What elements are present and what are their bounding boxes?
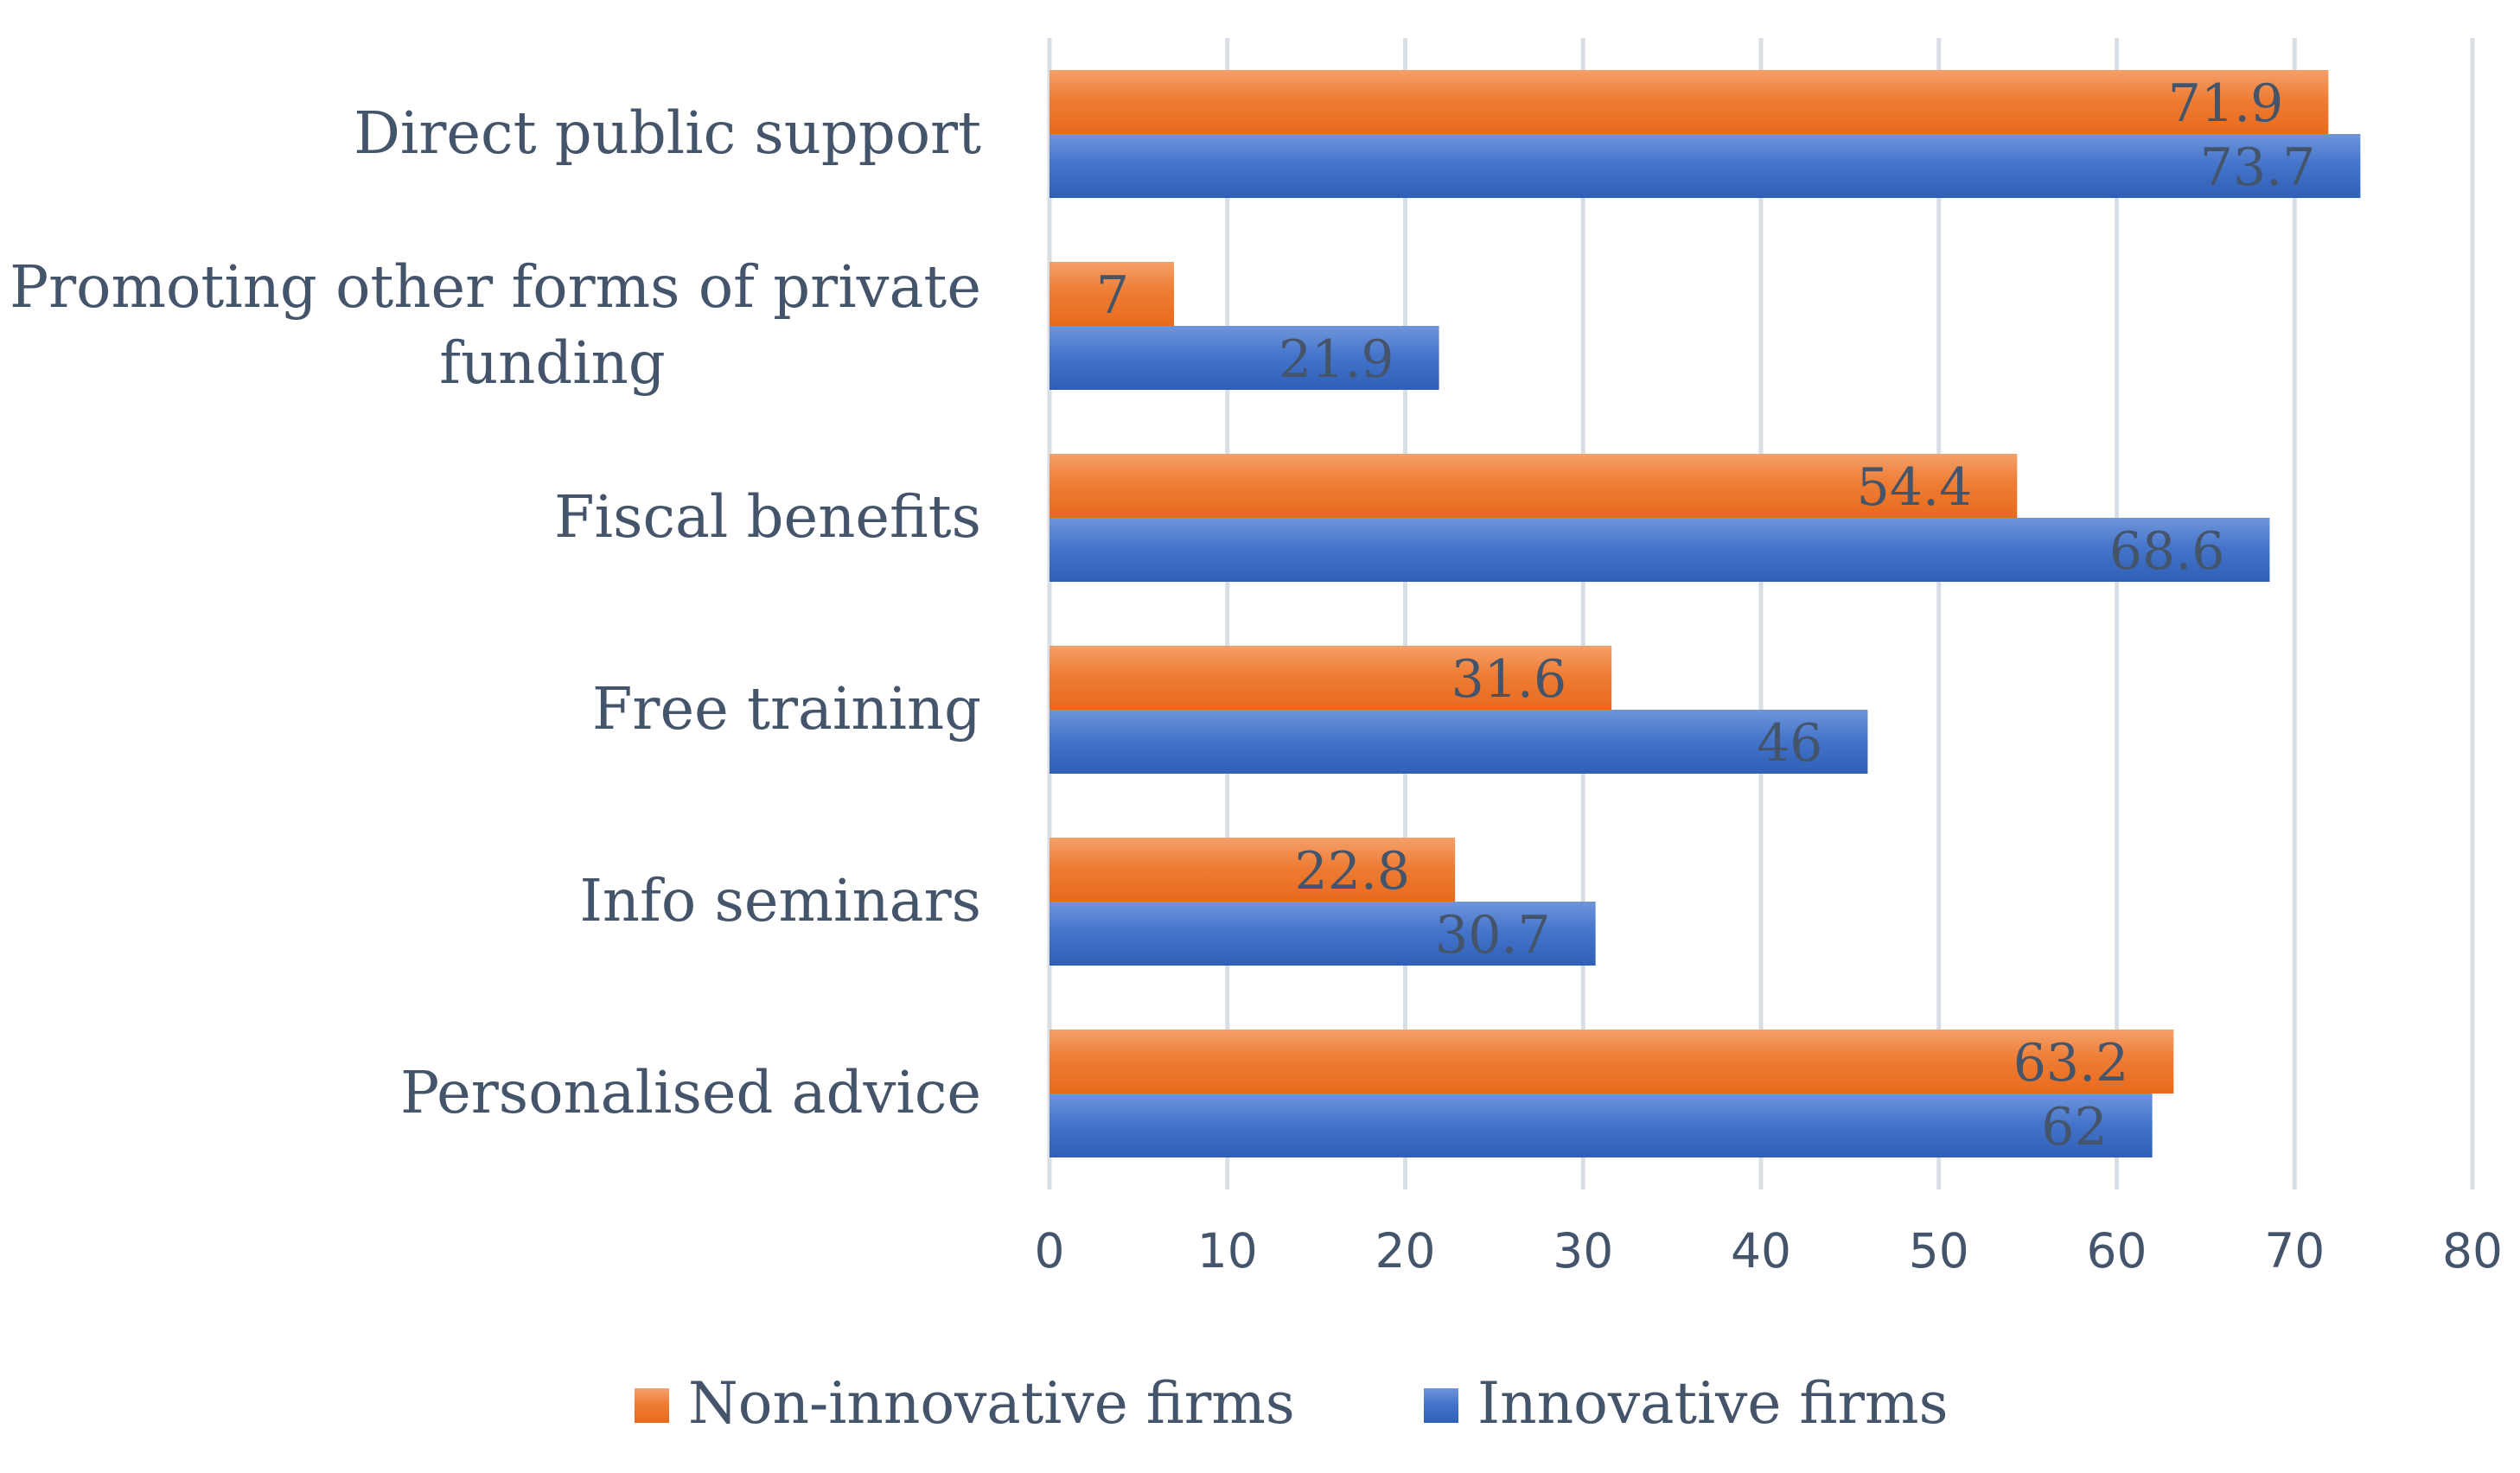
bar-innovative (1049, 518, 2270, 582)
value-axis: 0 10 20 30 40 50 60 70 80 (1035, 1223, 2504, 1279)
legend-swatch-innovative (1424, 1388, 1458, 1423)
legend-swatch-non-innovative (635, 1388, 669, 1423)
bar-non-innovative (1049, 454, 2018, 518)
data-label: 54.4 (1857, 457, 1973, 518)
x-tick-label: 60 (2087, 1223, 2147, 1279)
category-label: Free training (592, 675, 981, 743)
x-tick-label: 80 (2442, 1223, 2503, 1279)
x-tick-label: 10 (1197, 1223, 1258, 1279)
category-label: Promoting other forms of private (10, 253, 981, 321)
data-label: 63.2 (2013, 1033, 2129, 1094)
data-label: 31.6 (1451, 649, 1567, 710)
data-label: 73.7 (2200, 137, 2316, 198)
bar-innovative (1049, 902, 1596, 966)
x-tick-label: 30 (1553, 1223, 1613, 1279)
legend-label: Innovative firms (1477, 1370, 1948, 1437)
gridlines (1047, 38, 2475, 1189)
data-label: 7 (1096, 265, 1129, 326)
bar-innovative (1049, 326, 1439, 390)
category-label: Personalised advice (400, 1059, 981, 1126)
bar-non-innovative (1049, 70, 2329, 134)
data-label: 22.8 (1295, 841, 1411, 902)
data-label: 71.9 (2168, 73, 2284, 134)
x-tick-label: 0 (1035, 1223, 1065, 1279)
bar-non-innovative (1049, 262, 1175, 326)
category-label: Direct public support (354, 99, 981, 167)
legend-label: Non-innovative firms (688, 1370, 1295, 1437)
bar-non-innovative (1049, 838, 1456, 902)
category-label: Fiscal benefits (554, 483, 981, 551)
x-tick-label: 20 (1375, 1223, 1436, 1279)
x-tick-label: 50 (1909, 1223, 1969, 1279)
x-tick-label: 70 (2264, 1223, 2325, 1279)
bar-innovative (1049, 1094, 2153, 1157)
data-label: 30.7 (1435, 905, 1551, 966)
data-label: 68.6 (2109, 521, 2225, 582)
data-label: 46 (1757, 713, 1822, 774)
data-label: 21.9 (1279, 329, 1394, 390)
bar-innovative (1049, 710, 1868, 774)
bar-non-innovative (1049, 1030, 2174, 1094)
data-label: 62 (2041, 1097, 2107, 1157)
bar-innovative (1049, 134, 2361, 198)
x-tick-label: 40 (1731, 1223, 1791, 1279)
category-axis: Direct public support Promoting other for… (10, 99, 981, 1126)
bar-non-innovative (1049, 646, 1612, 710)
legend: Non-innovative firms Innovative firms (635, 1370, 1948, 1437)
category-label: funding (439, 329, 665, 397)
bars (1049, 70, 2361, 1157)
data-labels: 71.973.7 7 21.9 54.4 68.6 31.6 46 22.8 30.7 63.26… (1096, 73, 2316, 1157)
category-label: Info seminars (579, 867, 981, 934)
